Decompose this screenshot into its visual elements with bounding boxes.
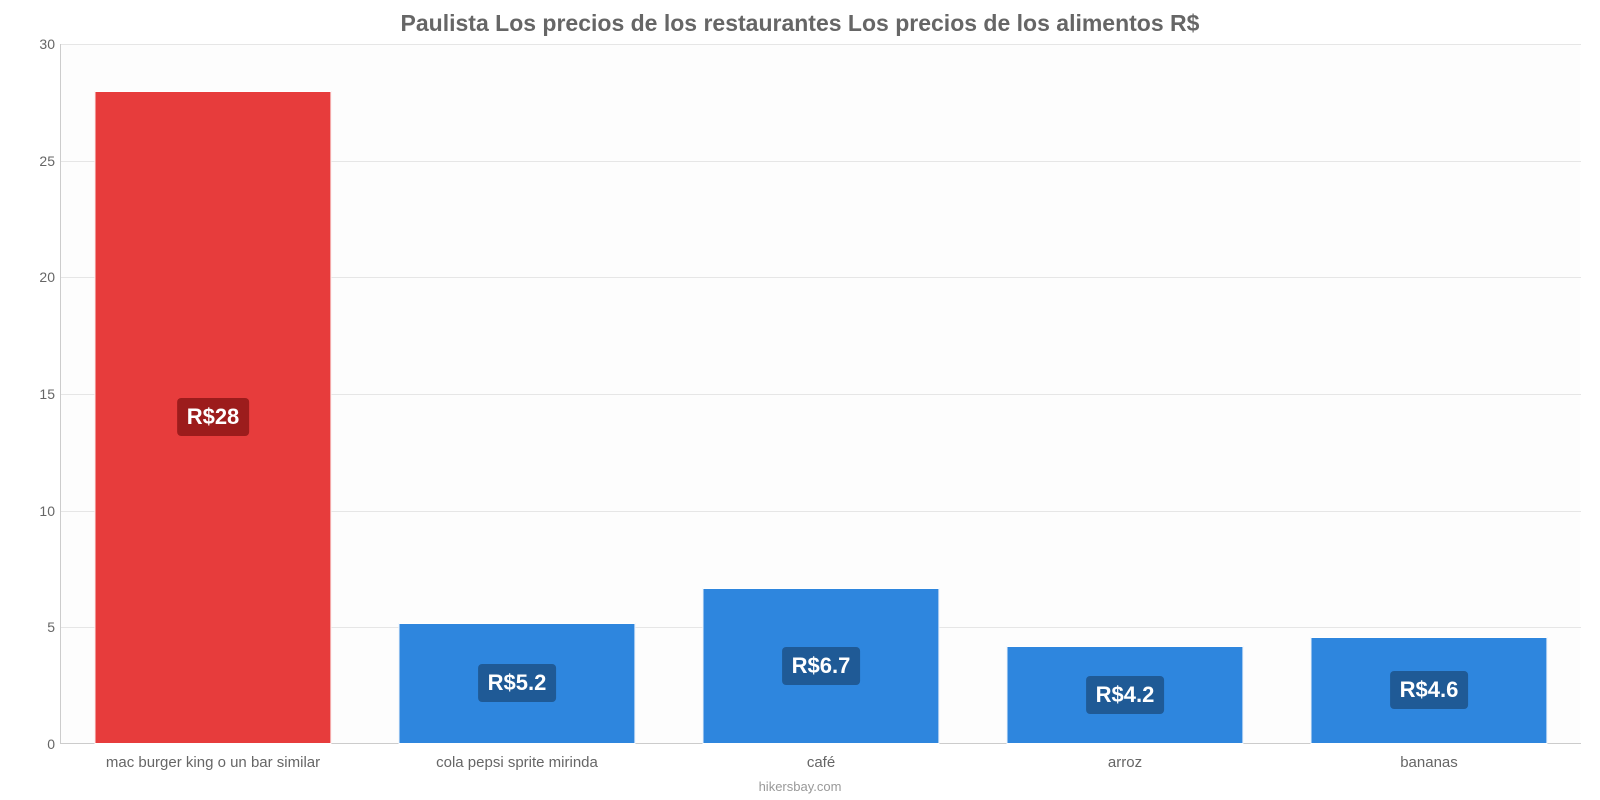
bar-slot: R$6.7café: [669, 44, 973, 744]
value-badge: R$28: [177, 398, 250, 436]
credit-text: hikersbay.com: [0, 779, 1600, 794]
plot-background: 051015202530R$28mac burger king o un bar…: [60, 44, 1580, 744]
y-tick-label: 0: [19, 736, 55, 752]
bar: R$28: [94, 91, 331, 744]
y-tick-label: 10: [19, 503, 55, 519]
value-badge: R$6.7: [782, 647, 861, 685]
bar: R$4.2: [1006, 646, 1243, 744]
value-badge: R$4.2: [1086, 676, 1165, 714]
bar-slot: R$5.2cola pepsi sprite mirinda: [365, 44, 669, 744]
value-badge: R$4.6: [1390, 671, 1469, 709]
value-badge: R$5.2: [478, 664, 557, 702]
x-tick-label: mac burger king o un bar similar: [106, 754, 320, 771]
y-tick-label: 5: [19, 619, 55, 635]
plot-area: 051015202530R$28mac burger king o un bar…: [60, 44, 1580, 744]
bar-slot: R$4.6bananas: [1277, 44, 1581, 744]
chart-container: Paulista Los precios de los restaurantes…: [0, 0, 1600, 800]
x-tick-label: arroz: [1108, 754, 1142, 771]
chart-title: Paulista Los precios de los restaurantes…: [0, 0, 1600, 43]
bar-slot: R$28mac burger king o un bar similar: [61, 44, 365, 744]
x-tick-label: cola pepsi sprite mirinda: [436, 754, 598, 771]
bar: R$6.7: [702, 588, 939, 744]
x-tick-label: café: [807, 754, 835, 771]
x-tick-label: bananas: [1400, 754, 1458, 771]
bar-slot: R$4.2arroz: [973, 44, 1277, 744]
y-tick-label: 30: [19, 36, 55, 52]
y-tick-label: 25: [19, 153, 55, 169]
bar: R$5.2: [398, 623, 635, 744]
y-tick-label: 20: [19, 269, 55, 285]
bar: R$4.6: [1310, 637, 1547, 744]
y-tick-label: 15: [19, 386, 55, 402]
